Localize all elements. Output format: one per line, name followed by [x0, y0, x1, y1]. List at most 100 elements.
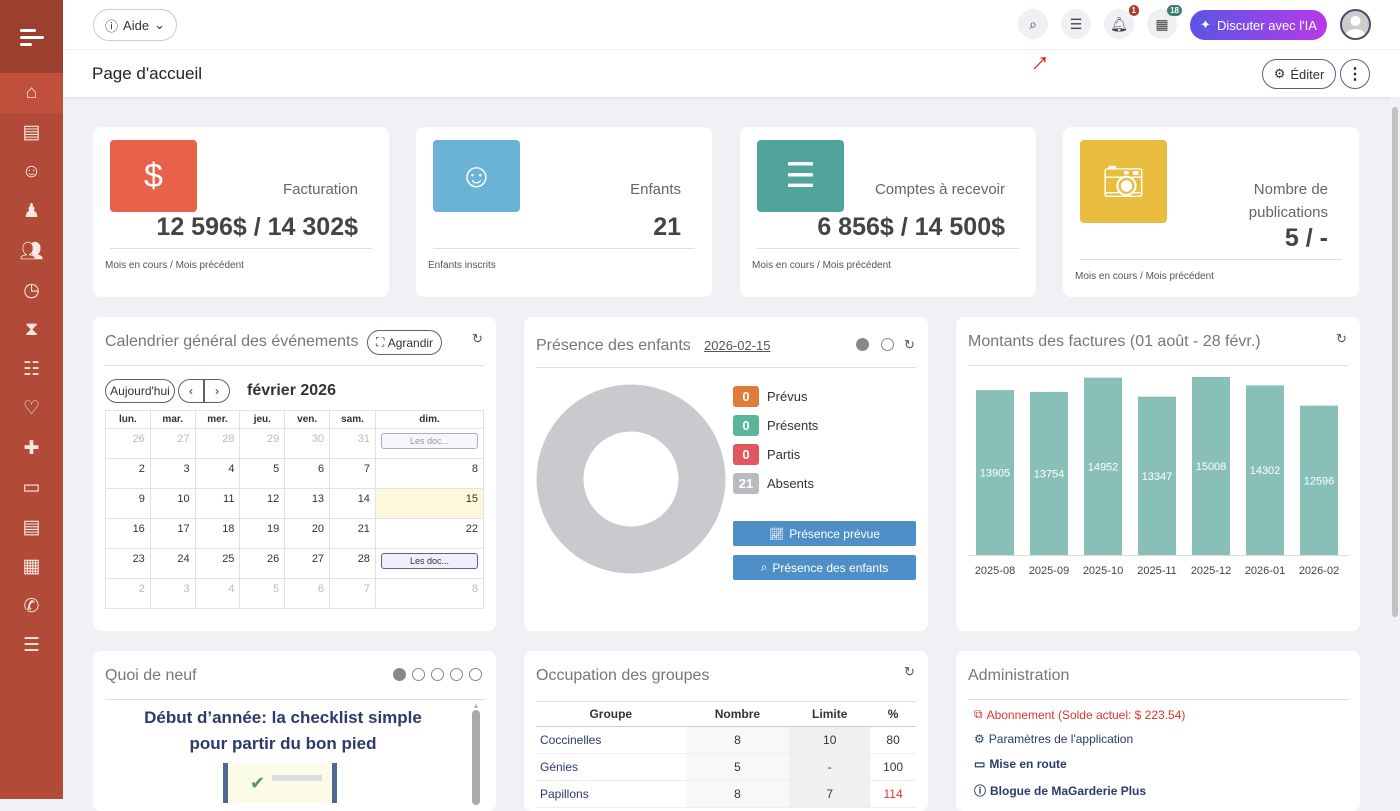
- bar-2026-01[interactable]: [1246, 385, 1284, 555]
- refresh-icon[interactable]: ↻: [904, 337, 915, 352]
- expand-button[interactable]: ⛶ Agrandir: [367, 330, 442, 355]
- calendar-day[interactable]: 15: [374, 488, 485, 519]
- news-scrollbar[interactable]: ▲: [472, 701, 480, 811]
- calendar-day[interactable]: 4: [194, 578, 241, 609]
- page-scrollbar[interactable]: [1390, 97, 1400, 799]
- table-cell[interactable]: Génies: [536, 753, 686, 781]
- scrollbar-thumb[interactable]: [1392, 107, 1398, 617]
- getting-started-link[interactable]: ▭ Mise en route: [974, 757, 1067, 771]
- search-button[interactable]: ⌕: [1018, 9, 1048, 39]
- refresh-icon[interactable]: ↻: [904, 664, 915, 679]
- calendar-day[interactable]: 4: [194, 458, 241, 489]
- calendar-day[interactable]: 18: [194, 518, 241, 549]
- bar-2025-08[interactable]: [976, 390, 1014, 555]
- news-page-dot[interactable]: [393, 668, 406, 681]
- table-cell[interactable]: Coccinelles: [536, 726, 686, 754]
- calendar-day[interactable]: 9: [105, 488, 151, 519]
- calendar-day[interactable]: 29: [239, 428, 286, 459]
- calendar-day[interactable]: 6: [284, 458, 331, 489]
- filters-button[interactable]: ☰: [1061, 9, 1091, 39]
- blog-link[interactable]: ⓘ Blogue de MaGarderie Plus: [974, 782, 1146, 799]
- calendar-day[interactable]: 21: [329, 518, 376, 549]
- sidebar-item-id-card[interactable]: ▭: [0, 468, 63, 508]
- app-settings-link[interactable]: ⚙ Paramètres de l'application: [974, 732, 1133, 746]
- subscription-link[interactable]: ⧉ Abonnement (Solde actuel: $ 223.54): [974, 707, 1185, 722]
- planned-presence-button[interactable]: 📈︎ Présence prévue: [733, 521, 916, 546]
- bar-2025-12[interactable]: [1192, 377, 1230, 555]
- calendar-day[interactable]: 20: [284, 518, 331, 549]
- news-page-dot[interactable]: [431, 668, 444, 681]
- calendar-day[interactable]: 12: [239, 488, 286, 519]
- bar-2026-02[interactable]: [1300, 405, 1338, 555]
- news-page-dot[interactable]: [450, 668, 463, 681]
- view-toggle-2[interactable]: [881, 338, 894, 351]
- ai-chat-button[interactable]: ✦ Discuter avec l'IA: [1190, 10, 1327, 40]
- bar-2025-10[interactable]: [1084, 377, 1122, 555]
- calendar-day[interactable]: 25: [194, 548, 241, 579]
- children-presence-button[interactable]: ⌕ Présence des enfants: [733, 555, 916, 580]
- calendar-day[interactable]: 26: [239, 548, 286, 579]
- avatar[interactable]: [1340, 9, 1371, 40]
- calendar-day[interactable]: 27: [284, 548, 331, 579]
- calendar-day[interactable]: 14: [329, 488, 376, 519]
- calendar-day[interactable]: 8: [374, 458, 485, 489]
- refresh-icon[interactable]: ↻: [472, 331, 483, 346]
- sidebar-item-hourglass[interactable]: ⧗: [0, 310, 63, 350]
- calendar-day[interactable]: 10: [149, 488, 196, 519]
- calendar-day[interactable]: 13: [284, 488, 331, 519]
- bar-2025-09[interactable]: [1030, 391, 1068, 555]
- bar-2025-11[interactable]: [1138, 396, 1176, 555]
- help-dropdown[interactable]: ⓘ Aide ⌄: [93, 9, 177, 41]
- calendar-day[interactable]: 8: [374, 578, 485, 609]
- sidebar-item-building[interactable]: ▦: [0, 547, 63, 587]
- calendar-day[interactable]: 16: [105, 518, 151, 549]
- calendar-day[interactable]: 28: [194, 428, 241, 459]
- calendar-day[interactable]: 30: [284, 428, 331, 459]
- calendar-day[interactable]: Les doc...: [374, 428, 485, 459]
- calendar-day[interactable]: 17: [149, 518, 196, 549]
- prev-month-button[interactable]: ‹: [178, 379, 204, 403]
- sidebar-item-billing[interactable]: ☷: [0, 350, 63, 390]
- sidebar-item-reports[interactable]: ☰: [0, 626, 63, 666]
- news-page-dot[interactable]: [412, 668, 425, 681]
- calendar-day[interactable]: 24: [149, 548, 196, 579]
- calendar-day[interactable]: 23: [105, 548, 151, 579]
- sidebar-item-clock[interactable]: ◷: [0, 271, 63, 311]
- sidebar-item-home[interactable]: ⌂: [0, 73, 63, 113]
- calendar-button[interactable]: ▦ 18: [1147, 5, 1182, 39]
- next-month-button[interactable]: ›: [204, 379, 230, 403]
- calendar-event[interactable]: Les doc...: [380, 433, 478, 449]
- sidebar-item-phone[interactable]: ✆: [0, 587, 63, 627]
- calendar-day[interactable]: 26: [105, 428, 151, 459]
- more-options-button[interactable]: ⋮: [1340, 59, 1370, 89]
- calendar-day[interactable]: 19: [239, 518, 286, 549]
- sidebar-item-medical[interactable]: ✚: [0, 429, 63, 469]
- calendar-day[interactable]: 5: [239, 578, 286, 609]
- today-button[interactable]: Aujourd'hui: [105, 379, 175, 403]
- calendar-day[interactable]: 3: [149, 578, 196, 609]
- calendar-day[interactable]: 27: [149, 428, 196, 459]
- calendar-day[interactable]: 3: [149, 458, 196, 489]
- news-headline[interactable]: Début d’année: la checklist simple pour …: [144, 708, 422, 753]
- menu-toggle-button[interactable]: [0, 0, 63, 73]
- calendar-day[interactable]: 2: [105, 458, 151, 489]
- sidebar-item-heart[interactable]: ♡: [0, 389, 63, 429]
- calendar-day[interactable]: 6: [284, 578, 331, 609]
- sidebar-item-child[interactable]: ☺: [0, 152, 63, 192]
- view-toggle-1[interactable]: [856, 338, 869, 351]
- calendar-event[interactable]: Les doc...: [380, 553, 478, 569]
- refresh-icon[interactable]: ↻: [1336, 331, 1347, 346]
- calendar-day[interactable]: 2: [105, 578, 151, 609]
- news-page-dot[interactable]: [469, 668, 482, 681]
- sidebar-item-health[interactable]: ▤: [0, 113, 63, 153]
- calendar-day[interactable]: 5: [239, 458, 286, 489]
- calendar-day[interactable]: 31: [329, 428, 376, 459]
- calendar-day[interactable]: 7: [329, 458, 376, 489]
- calendar-day[interactable]: 28: [329, 548, 376, 579]
- sidebar-item-messages[interactable]: ▤: [0, 508, 63, 548]
- calendar-day[interactable]: 11: [194, 488, 241, 519]
- sidebar-item-staff[interactable]: ♟: [0, 192, 63, 232]
- notifications-button[interactable]: 🔔︎ 1: [1104, 5, 1139, 39]
- calendar-day[interactable]: Les doc...: [374, 548, 485, 579]
- table-cell[interactable]: Papillons: [536, 780, 686, 808]
